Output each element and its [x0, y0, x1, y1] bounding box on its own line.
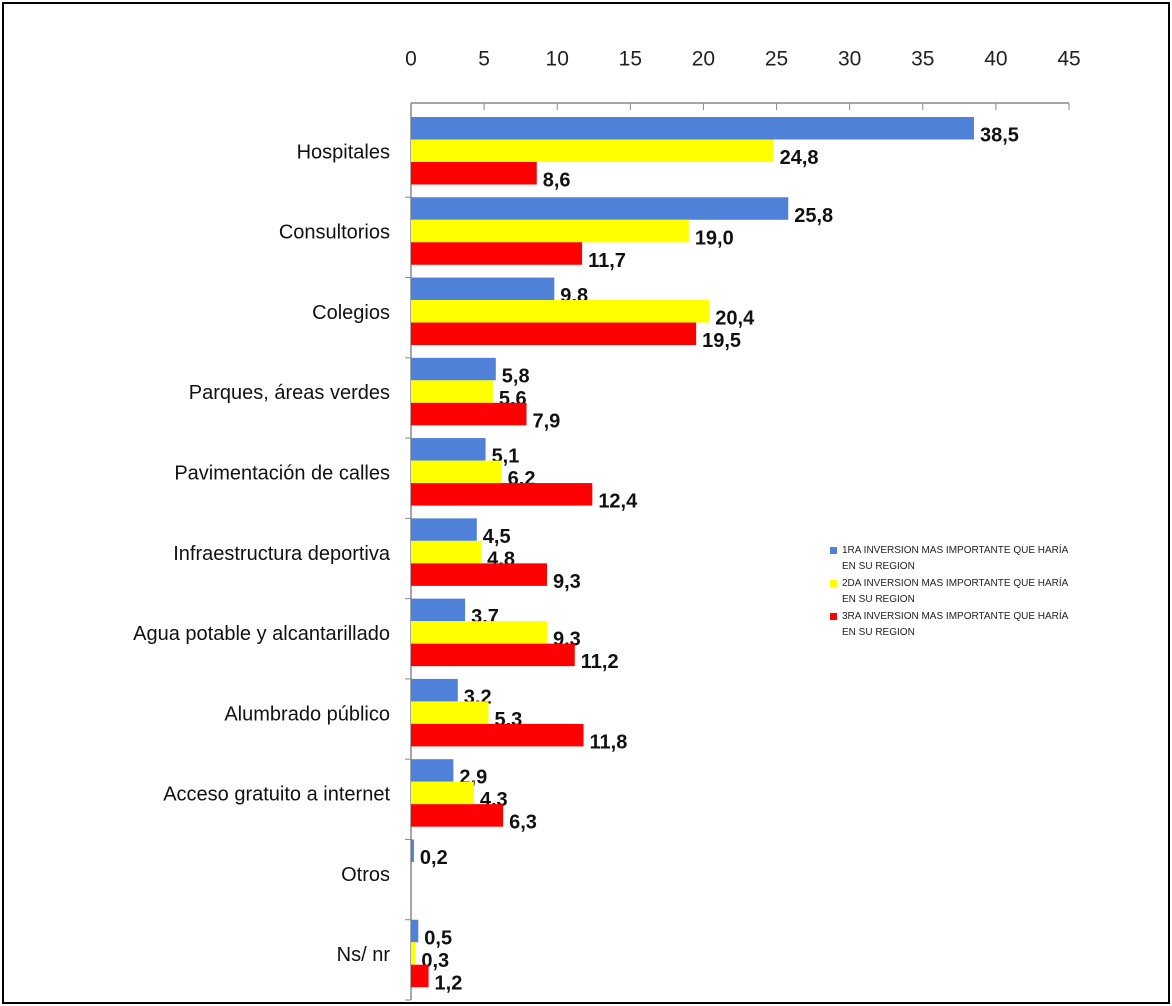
bar: [411, 277, 555, 301]
bar: [411, 139, 774, 162]
y-tick-label: Pavimentación de calles: [174, 463, 390, 485]
y-tick-label: Colegios: [312, 302, 390, 324]
bar: [411, 598, 466, 622]
x-tick-label: 30: [838, 48, 861, 71]
data-label: 0,2: [420, 847, 448, 869]
bar: [411, 643, 575, 667]
bar: [411, 117, 974, 140]
legend-swatch: [830, 580, 837, 587]
bar: [411, 162, 537, 185]
data-label: 7,9: [533, 410, 561, 432]
bar: [411, 300, 710, 323]
data-label: 20,4: [715, 308, 755, 330]
x-tick-label: 20: [692, 48, 715, 71]
data-label: 0,5: [424, 927, 452, 949]
x-tick-label: 15: [619, 48, 642, 71]
y-tick-label: Agua potable y alcantarillado: [133, 623, 390, 645]
bar: [411, 322, 697, 346]
bar: [411, 781, 474, 805]
data-label: 1,2: [435, 972, 463, 994]
legend-swatch: [830, 613, 837, 620]
bar: [411, 839, 414, 862]
bar: [411, 357, 496, 381]
bar: [411, 563, 547, 586]
bar: [411, 804, 504, 827]
bar: [411, 197, 789, 220]
data-label: 11,8: [590, 731, 628, 753]
data-label: 8,6: [543, 170, 571, 192]
bar: [411, 759, 454, 782]
bar: [411, 460, 502, 484]
data-label: 6,3: [509, 812, 537, 834]
y-tick-label: Otros: [341, 864, 390, 886]
bar: [411, 540, 482, 564]
bar: [411, 678, 458, 702]
data-label: 11,2: [581, 651, 619, 673]
data-label: 11,7: [588, 250, 626, 272]
bar: [411, 219, 689, 243]
data-label: 19,5: [702, 330, 741, 352]
legend-entry: 1RA INVERSION MAS IMPORTANTE QUE HARÍA E…: [830, 543, 1082, 575]
x-tick-label: 45: [1057, 48, 1080, 71]
bar: [411, 518, 477, 541]
bar: [411, 621, 547, 644]
x-tick-label: 40: [984, 48, 1007, 71]
data-label: 4,5: [483, 526, 511, 548]
bar: [411, 438, 486, 461]
bar: [411, 483, 593, 506]
bar: [411, 919, 419, 943]
y-tick-label: Acceso gratuito a internet: [163, 784, 390, 806]
data-label: 5,8: [502, 365, 530, 387]
bar: [411, 242, 583, 265]
bar: [411, 964, 429, 988]
y-tick-label: Infraestructura deportiva: [173, 543, 391, 565]
legend-entry: 2DA INVERSION MAS IMPORTANTE QUE HARÍA E…: [830, 576, 1082, 608]
x-tick-label: 35: [911, 48, 934, 71]
legend-label: 2DA INVERSION MAS IMPORTANTE QUE HARÍA E…: [842, 578, 1068, 605]
legend-label: 3RA INVERSION MAS IMPORTANTE QUE HARÍA E…: [842, 611, 1068, 638]
data-label: 12,4: [598, 491, 638, 513]
bar: [411, 942, 416, 965]
data-label: 9,3: [553, 571, 581, 593]
bar: [411, 701, 489, 724]
data-label: 19,0: [695, 227, 734, 249]
y-tick-label: Ns/ nr: [337, 944, 391, 966]
x-tick-label: 25: [765, 48, 788, 71]
y-tick-label: Hospitales: [297, 141, 390, 163]
data-label: 25,8: [794, 205, 833, 227]
data-label: 24,8: [780, 147, 819, 169]
bar: [411, 380, 493, 403]
y-tick-label: Parques, áreas verdes: [189, 382, 390, 404]
bar: [411, 402, 527, 426]
legend-label: 1RA INVERSION MAS IMPORTANTE QUE HARÍA E…: [842, 545, 1068, 572]
x-tick-label: 0: [405, 48, 417, 71]
data-label: 38,5: [980, 125, 1019, 147]
legend-entry: 3RA INVERSION MAS IMPORTANTE QUE HARÍA E…: [830, 609, 1082, 641]
y-tick-label: Consultorios: [279, 222, 390, 244]
y-tick-label: Alumbrado público: [224, 703, 390, 725]
x-tick-label: 5: [478, 48, 490, 71]
bar: [411, 723, 584, 747]
legend-swatch: [830, 547, 837, 554]
x-tick-label: 10: [546, 48, 569, 71]
